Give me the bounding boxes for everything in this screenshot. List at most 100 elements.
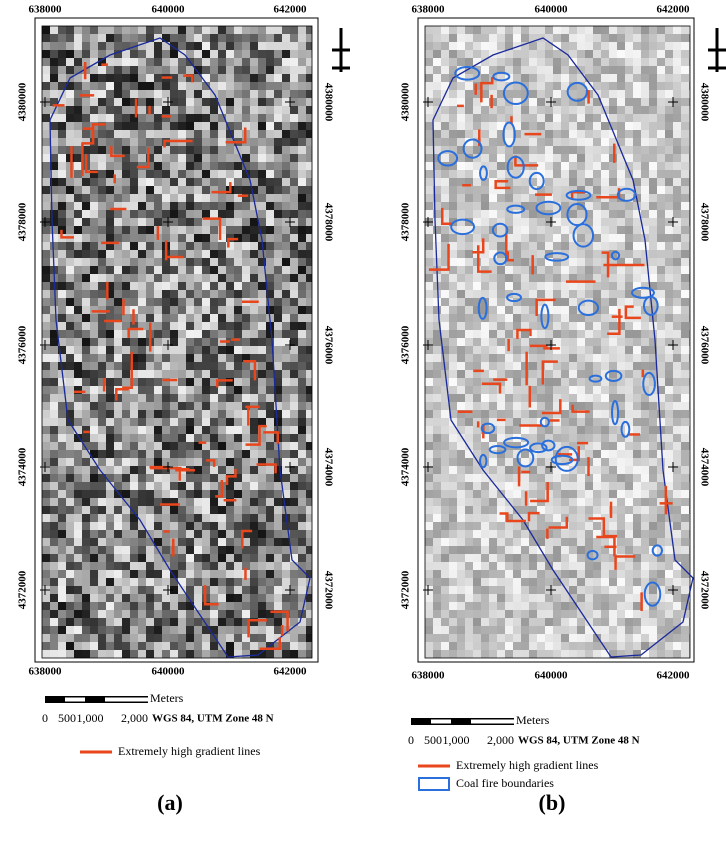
raster-cell <box>186 378 194 386</box>
raster-cell <box>673 194 681 202</box>
raster-cell <box>545 370 553 378</box>
raster-cell <box>42 490 50 498</box>
raster-cell <box>146 434 154 442</box>
raster-cell <box>274 178 282 186</box>
raster-cell <box>282 34 290 42</box>
raster-cell <box>82 474 90 482</box>
raster-cell <box>130 130 138 138</box>
raster-cell <box>202 34 210 42</box>
raster-cell <box>609 50 617 58</box>
raster-cell <box>178 282 186 290</box>
raster-cell <box>58 506 66 514</box>
raster-cell <box>609 490 617 498</box>
raster-cell <box>441 354 449 362</box>
raster-cell <box>202 426 210 434</box>
raster-cell <box>282 154 290 162</box>
raster-cell <box>258 170 266 178</box>
raster-cell <box>202 274 210 282</box>
raster-cell <box>649 434 657 442</box>
raster-cell <box>617 202 625 210</box>
raster-cell <box>258 202 266 210</box>
raster-cell <box>425 146 433 154</box>
raster-cell <box>617 290 625 298</box>
raster-cell <box>186 402 194 410</box>
raster-cell <box>537 434 545 442</box>
raster-cell <box>601 450 609 458</box>
raster-cell <box>98 298 106 306</box>
raster-cell <box>617 298 625 306</box>
raster-cell <box>202 170 210 178</box>
raster-cell <box>194 34 202 42</box>
raster-cell <box>449 290 457 298</box>
raster-cell <box>42 442 50 450</box>
raster-cell <box>210 394 218 402</box>
raster-cell <box>250 170 258 178</box>
raster-cell <box>457 298 465 306</box>
raster-cell <box>90 610 98 618</box>
raster-cell <box>98 538 106 546</box>
raster-cell <box>242 314 250 322</box>
raster-cell <box>234 82 242 90</box>
raster-cell <box>170 354 178 362</box>
raster-cell <box>497 226 505 234</box>
raster-cell <box>449 250 457 258</box>
raster-cell <box>130 202 138 210</box>
raster-cell <box>178 314 186 322</box>
raster-cell <box>593 258 601 266</box>
raster-cell <box>194 234 202 242</box>
raster-cell <box>50 578 58 586</box>
raster-cell <box>106 546 114 554</box>
raster-cell <box>465 514 473 522</box>
raster-cell <box>609 266 617 274</box>
raster-cell <box>42 258 50 266</box>
raster-cell <box>138 170 146 178</box>
raster-cell <box>58 42 66 50</box>
raster-cell <box>617 98 625 106</box>
y-coordinate-label: 4372000 <box>17 570 29 609</box>
raster-cell <box>218 570 226 578</box>
y-coordinate-label: 4380000 <box>322 83 334 122</box>
raster-cell <box>130 242 138 250</box>
raster-cell <box>649 274 657 282</box>
raster-cell <box>497 274 505 282</box>
raster-cell <box>473 26 481 34</box>
raster-cell <box>577 250 585 258</box>
raster-cell <box>601 42 609 50</box>
raster-cell <box>593 210 601 218</box>
raster-cell <box>521 34 529 42</box>
raster-cell <box>585 330 593 338</box>
raster-cell <box>186 530 194 538</box>
raster-cell <box>114 354 122 362</box>
y-coordinate-label: 4374000 <box>322 448 334 487</box>
raster-cell <box>282 146 290 154</box>
raster-cell <box>625 330 633 338</box>
raster-cell <box>673 90 681 98</box>
raster-cell <box>202 138 210 146</box>
raster-cell <box>274 290 282 298</box>
raster-cell <box>194 378 202 386</box>
raster-cell <box>569 370 577 378</box>
raster-cell <box>154 402 162 410</box>
raster-cell <box>258 482 266 490</box>
raster-cell <box>98 154 106 162</box>
raster-cell <box>561 138 569 146</box>
raster-cell <box>537 250 545 258</box>
raster-cell <box>521 138 529 146</box>
raster-cell <box>282 330 290 338</box>
raster-cell <box>178 490 186 498</box>
raster-cell <box>234 482 242 490</box>
raster-cell <box>481 410 489 418</box>
raster-cell <box>122 426 130 434</box>
raster-cell <box>146 442 154 450</box>
raster-cell <box>74 170 82 178</box>
raster-cell <box>537 402 545 410</box>
raster-cell <box>473 434 481 442</box>
raster-cell <box>673 42 681 50</box>
raster-cell <box>66 258 74 266</box>
raster-cell <box>673 66 681 74</box>
raster-cell <box>633 402 641 410</box>
raster-cell <box>290 122 298 130</box>
raster-cell <box>433 426 441 434</box>
raster-cell <box>625 250 633 258</box>
raster-cell <box>569 122 577 130</box>
